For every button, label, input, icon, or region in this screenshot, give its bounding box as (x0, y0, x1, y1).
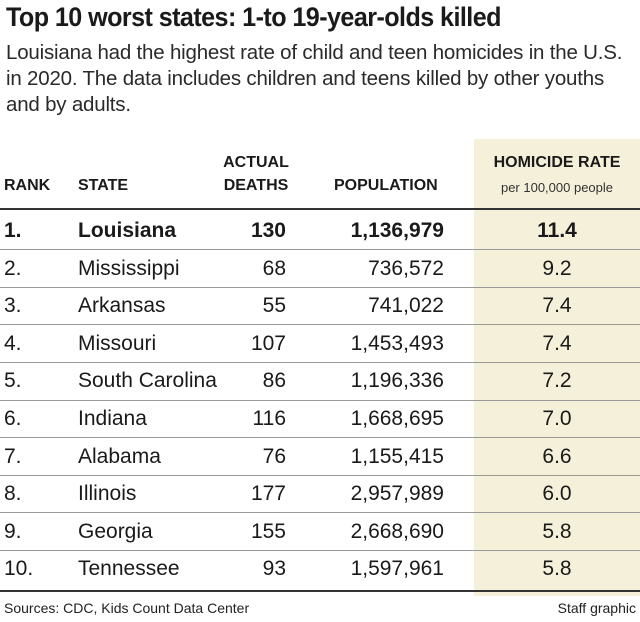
homicide-rate-cell: 5.8 (542, 519, 572, 543)
population-cell: 741,022 (368, 294, 444, 318)
deaths-cell: 155 (250, 519, 286, 543)
header-population: POPULATION (334, 177, 438, 194)
rank-cell: 1. (4, 219, 22, 242)
state-cell: Arkansas (78, 294, 166, 318)
homicide-rate-cell: 7.4 (542, 331, 572, 355)
deaths-cell: 116 (252, 407, 286, 430)
rank-cell: 8. (4, 482, 22, 506)
header-deaths-line2: DEATHS (223, 177, 289, 194)
table-row: 5. South Carolina 86 1,196,336 7.2 (0, 362, 640, 399)
rank-cell: 2. (4, 256, 22, 280)
homicide-rate-column-highlight (474, 139, 640, 596)
chart-title: Top 10 worst states: 1-to 19-year-olds k… (6, 2, 501, 32)
row-divider (0, 249, 640, 251)
rank-cell: 6. (4, 407, 22, 430)
deaths-cell: 86 (262, 369, 286, 393)
row-divider (0, 361, 640, 363)
row-divider (0, 549, 640, 551)
population-cell: 2,957,989 (350, 482, 444, 506)
row-divider (0, 324, 640, 326)
population-cell: 2,668,690 (350, 519, 444, 543)
rank-cell: 3. (4, 294, 22, 318)
homicide-rate-cell: 5.8 (542, 557, 572, 581)
table-row: 10. Tennessee 93 1,597,961 5.8 (0, 550, 640, 587)
row-divider (0, 474, 640, 476)
table-row: 2. Mississippi 68 736,572 9.2 (0, 250, 640, 287)
deaths-cell: 76 (262, 444, 286, 468)
chart-subtitle: Louisiana had the highest rate of child … (6, 41, 623, 116)
header-homicide-rate-sub: per 100,000 people (500, 180, 614, 195)
header-deaths-line1: ACTUAL (223, 154, 289, 171)
homicide-rate-cell: 9.2 (542, 256, 572, 280)
rank-cell: 10. (4, 557, 34, 581)
rank-cell: 5. (4, 369, 22, 393)
population-cell: 1,668,695 (350, 407, 444, 430)
state-cell: Louisiana (78, 219, 177, 242)
deaths-cell: 68 (262, 256, 286, 280)
deaths-cell: 177 (250, 482, 286, 506)
state-cell: Indiana (78, 407, 147, 430)
homicide-rate-cell: 6.6 (542, 444, 572, 468)
deaths-cell: 55 (262, 294, 286, 318)
population-cell: 1,597,961 (350, 557, 444, 581)
homicide-rate-cell: 11.4 (537, 219, 577, 242)
table-row: 3. Arkansas 55 741,022 7.4 (0, 287, 640, 324)
footer-credit: Staff graphic (557, 600, 636, 616)
state-cell: Missouri (78, 331, 157, 355)
state-cell: Tennessee (78, 557, 180, 581)
header-homicide-rate: HOMICIDE RATE (493, 154, 621, 171)
state-cell: South Carolina (78, 369, 217, 393)
header-rank: RANK (4, 177, 51, 194)
deaths-cell: 107 (250, 331, 286, 355)
population-cell: 1,453,493 (350, 331, 444, 355)
bottom-rule (0, 590, 640, 592)
state-cell: Illinois (78, 482, 137, 506)
footer-sources: Sources: CDC, Kids Count Data Center (4, 600, 250, 616)
row-divider (0, 437, 640, 439)
header-state: STATE (78, 177, 129, 194)
deaths-cell: 130 (250, 219, 286, 242)
table-row: 6. Indiana 116 1,668,695 7.0 (0, 400, 640, 437)
table-row: 8. Illinois 177 2,957,989 6.0 (0, 475, 640, 512)
row-divider (0, 399, 640, 401)
row-divider (0, 286, 640, 288)
rank-cell: 9. (4, 519, 22, 543)
header-rule (0, 208, 640, 210)
state-cell: Georgia (78, 519, 153, 543)
homicide-rate-cell: 6.0 (542, 482, 572, 506)
homicide-rate-cell: 7.0 (542, 407, 572, 430)
homicide-rate-cell: 7.2 (542, 369, 572, 393)
population-cell: 1,196,336 (350, 369, 444, 393)
table-row: 4. Missouri 107 1,453,493 7.4 (0, 325, 640, 362)
table-row: 1. Louisiana 130 1,136,979 11.4 (0, 212, 640, 249)
population-cell: 1,155,415 (350, 444, 444, 468)
state-cell: Alabama (78, 444, 161, 468)
population-cell: 736,572 (368, 256, 444, 280)
state-cell: Mississippi (78, 256, 180, 280)
rank-cell: 7. (4, 444, 22, 468)
population-cell: 1,136,979 (350, 219, 444, 242)
row-divider (0, 512, 640, 514)
table-row: 9. Georgia 155 2,668,690 5.8 (0, 513, 640, 550)
rank-cell: 4. (4, 331, 22, 355)
homicide-rate-cell: 7.4 (542, 294, 572, 318)
deaths-cell: 93 (262, 557, 286, 581)
table-row: 7. Alabama 76 1,155,415 6.6 (0, 438, 640, 475)
